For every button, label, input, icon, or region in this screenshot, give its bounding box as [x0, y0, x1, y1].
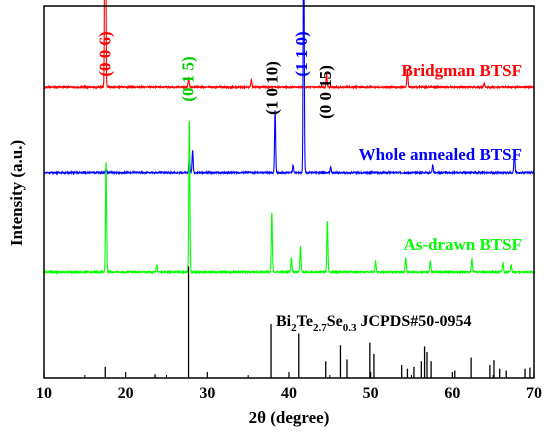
peak-annotation: (0 1 5) — [179, 56, 198, 101]
peak-annotation: (1 1 0) — [292, 31, 311, 76]
series-label: Whole annealed BTSF — [359, 145, 522, 164]
x-axis-label: 2θ (degree) — [249, 408, 330, 427]
x-tick-label: 60 — [444, 385, 460, 402]
peak-annotation: (0 0 6) — [95, 31, 114, 76]
x-tick-label: 70 — [526, 385, 542, 402]
series-label: As-drawn BTSF — [403, 235, 522, 254]
y-axis-label: Intensity (a.u.) — [7, 140, 26, 246]
peak-annotation: (0 0 15) — [316, 65, 335, 119]
x-tick-label: 20 — [118, 385, 134, 402]
x-tick-label: 50 — [363, 385, 379, 402]
reference-label: Bi2Te2.7Se0.3 JCPDS#50-0954 — [276, 313, 472, 334]
series-label: Bridgman BTSF — [402, 61, 522, 80]
series-line — [43, 0, 535, 176]
peak-annotation: (1 0 10) — [263, 61, 282, 115]
x-tick-label: 10 — [36, 385, 52, 402]
traces — [43, 0, 535, 378]
series-line — [43, 120, 535, 275]
x-tick-label: 40 — [281, 385, 297, 402]
x-axis-ticks: 10 20 30 40 50 60 70 — [36, 372, 542, 402]
x-tick-label: 30 — [199, 385, 215, 402]
series-labels: Bridgman BTSF Whole annealed BTSF As-drawn… — [359, 61, 522, 254]
peak-annotations: (0 0 6) (0 1 5) (1 0 10) (1 1 0) (0 0 15) — [95, 31, 335, 119]
series-line — [43, 0, 535, 90]
